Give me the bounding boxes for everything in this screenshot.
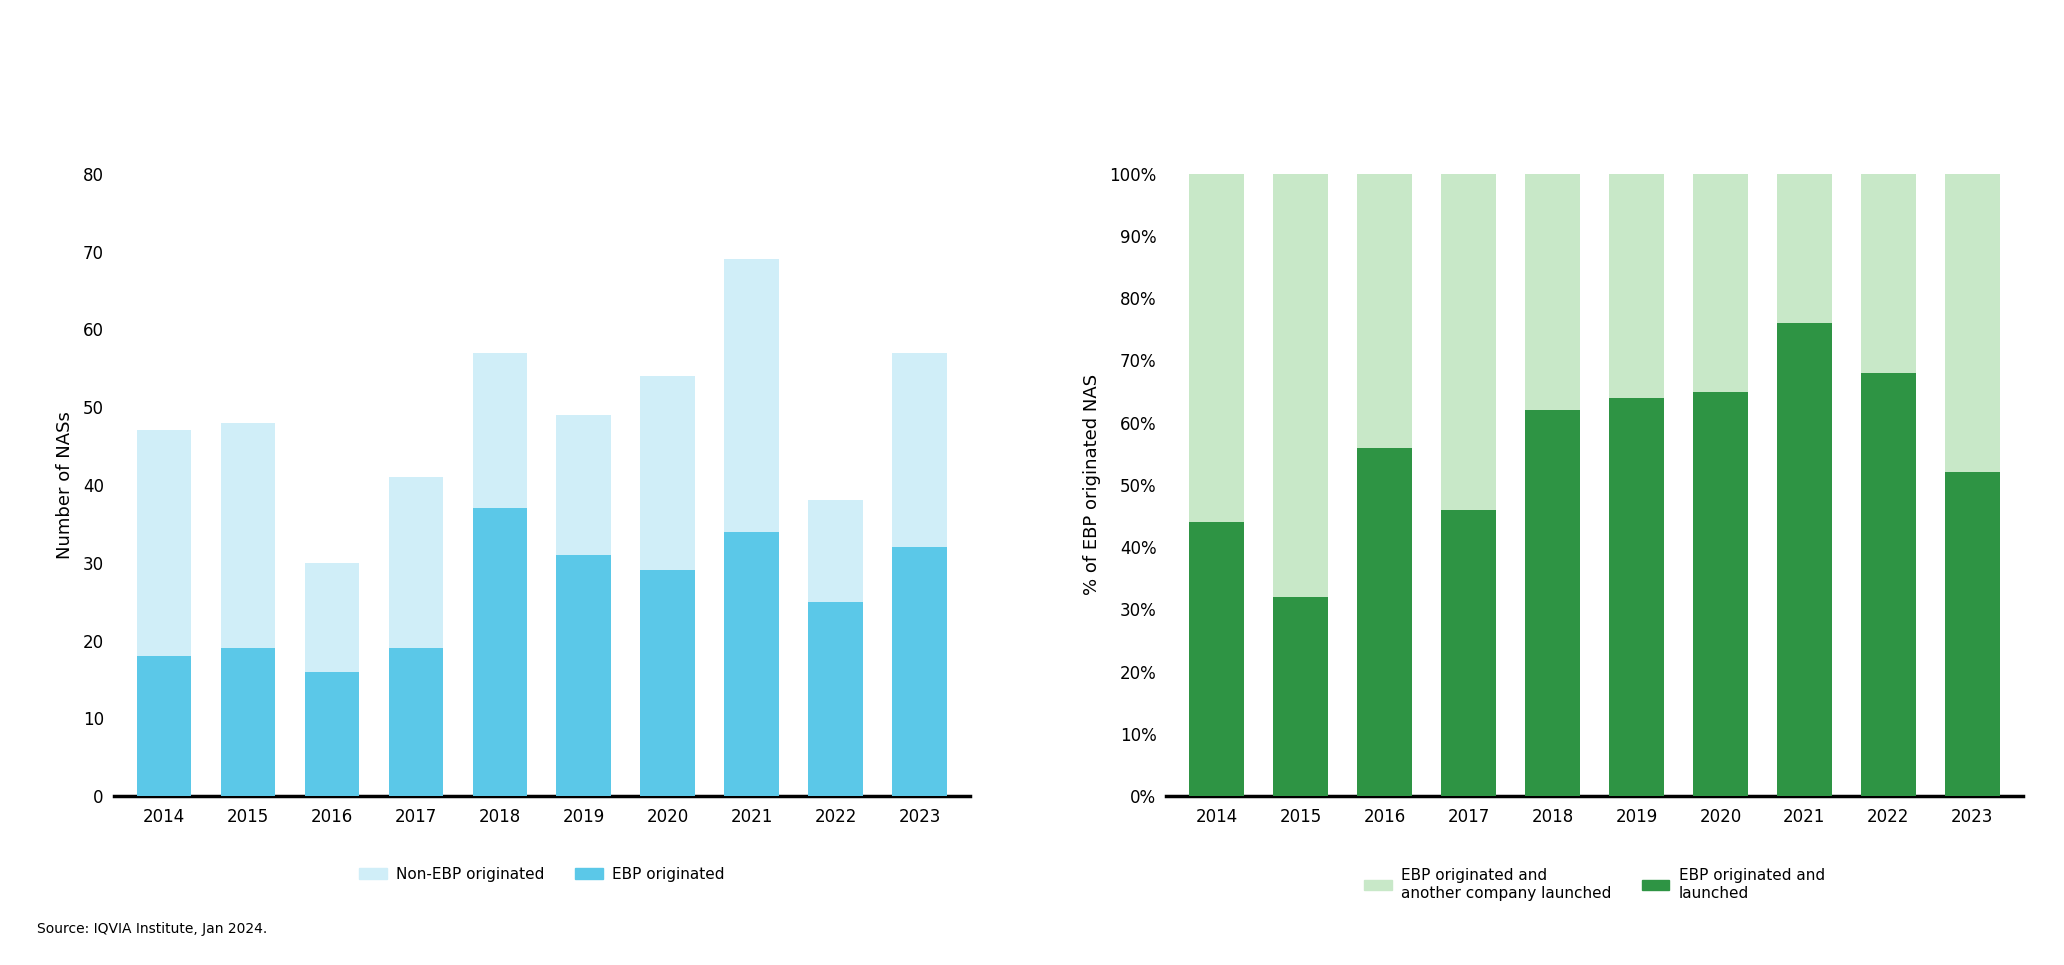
Bar: [1692, 392, 1748, 796]
Text: Graph 4: Graph 4: [80, 122, 149, 137]
Bar: [1777, 323, 1831, 796]
Bar: [305, 563, 359, 796]
Legend: Non-EBP originated, EBP originated: Non-EBP originated, EBP originated: [353, 861, 731, 888]
Bar: [305, 672, 359, 796]
Bar: [640, 376, 696, 796]
Bar: [1610, 174, 1664, 796]
Bar: [809, 601, 863, 796]
Bar: [724, 260, 778, 796]
Bar: [221, 648, 275, 796]
Text: Source: IQVIA Institute, Jan 2024.: Source: IQVIA Institute, Jan 2024.: [37, 922, 268, 936]
Legend: EBP originated and
another company launched, EBP originated and
launched: EBP originated and another company launc…: [1358, 862, 1831, 907]
Bar: [1692, 174, 1748, 796]
Bar: [1358, 174, 1412, 796]
Text: Graph 5: Graph 5: [1133, 122, 1201, 137]
Bar: [1610, 398, 1664, 796]
Bar: [557, 555, 611, 796]
Bar: [1525, 410, 1579, 796]
Bar: [1441, 510, 1496, 796]
Bar: [1189, 522, 1245, 796]
Bar: [640, 570, 696, 796]
Bar: [1358, 448, 1412, 796]
Bar: [724, 532, 778, 796]
Bar: [473, 509, 526, 796]
Bar: [1441, 174, 1496, 796]
Text: NASs and percent of launches by NAS launch year, 2014–2023: NASs and percent of launches by NAS laun…: [644, 80, 1420, 100]
Bar: [1777, 174, 1831, 796]
Bar: [1862, 372, 1915, 796]
Text: Exhibit 31: Companies originating and filing FDA regulatory submissions for: Exhibit 31: Companies originating and fi…: [553, 34, 1511, 54]
Bar: [809, 501, 863, 796]
Bar: [221, 423, 275, 796]
Bar: [473, 352, 526, 796]
Bar: [1944, 174, 2000, 796]
Bar: [136, 656, 192, 796]
Bar: [557, 415, 611, 796]
Bar: [1273, 597, 1327, 796]
Bar: [388, 648, 444, 796]
Bar: [1944, 473, 2000, 796]
Bar: [136, 430, 192, 796]
Bar: [892, 547, 947, 796]
Y-axis label: Number of NASs: Number of NASs: [56, 411, 74, 559]
Bar: [1273, 174, 1327, 796]
Y-axis label: % of EBP originated NAS: % of EBP originated NAS: [1084, 374, 1100, 595]
Bar: [1189, 174, 1245, 796]
Bar: [892, 352, 947, 796]
Bar: [1862, 174, 1915, 796]
Bar: [1525, 174, 1579, 796]
Bar: [388, 477, 444, 796]
